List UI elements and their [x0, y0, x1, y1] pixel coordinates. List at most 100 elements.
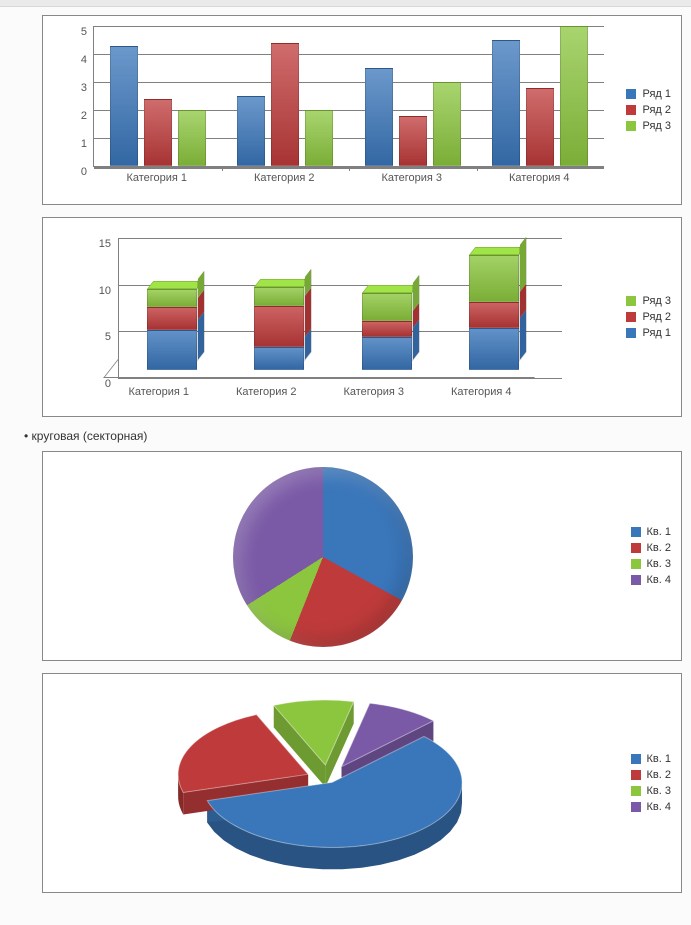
pie3d-svg: [153, 694, 483, 879]
legend-swatch: [626, 105, 636, 115]
legend-label: Кв. 3: [647, 785, 671, 797]
stack-segment: [254, 287, 304, 306]
y-tick-label: 0: [81, 166, 87, 178]
bar: [399, 116, 427, 166]
y-tick-label: 1: [81, 138, 87, 150]
page: 0 1 2 3 4 5 Категория 1 Категория 2 Категория 3…: [0, 0, 691, 925]
bar: [110, 46, 138, 166]
legend-swatch: [631, 575, 641, 585]
stack-segment: [362, 337, 412, 370]
legend-swatch: [631, 527, 641, 537]
legend-label: Кв. 1: [647, 753, 671, 765]
chart1-legend: Ряд 1 Ряд 2 Ряд 3: [626, 84, 671, 136]
bar: [178, 110, 206, 166]
legend-label: Кв. 3: [647, 558, 671, 570]
x-tick-label: Категория 4: [451, 386, 512, 398]
x-tick-label: Категория 2: [254, 172, 315, 184]
legend-item: Кв. 2: [631, 769, 671, 781]
stacked-bar-plot: [118, 238, 548, 378]
y-tick-label: 2: [81, 110, 87, 122]
y-tick-label: 10: [99, 285, 111, 297]
legend-item: Кв. 3: [631, 785, 671, 797]
stack: [147, 289, 197, 370]
legend-label: Ряд 1: [642, 327, 671, 339]
x-axis-labels: Категория 1 Категория 2 Категория 3 Категор…: [93, 172, 603, 192]
legend-item: Ряд 2: [626, 311, 671, 323]
legend-label: Кв. 4: [647, 574, 671, 586]
stack-segment: [254, 347, 304, 370]
pie: [233, 467, 413, 647]
y-tick-label: 5: [105, 331, 111, 343]
legend-swatch: [626, 89, 636, 99]
bar: [492, 40, 520, 166]
legend-swatch: [626, 312, 636, 322]
y-axis-labels-2: 051015: [85, 238, 111, 378]
y-tick-label: 5: [81, 26, 87, 38]
legend-item: Кв. 4: [631, 574, 671, 586]
chart4-legend: Кв. 1 Кв. 2 Кв. 3 Кв. 4: [631, 749, 671, 817]
legend-label: Ряд 2: [642, 104, 671, 116]
y-tick-label: 15: [99, 238, 111, 250]
stack: [254, 287, 304, 370]
legend-swatch: [626, 121, 636, 131]
pie-wrap: [233, 467, 413, 647]
legend-swatch: [631, 559, 641, 569]
bar: [305, 110, 333, 166]
legend-label: Ряд 1: [642, 88, 671, 100]
legend-label: Кв. 2: [647, 542, 671, 554]
back-wall: [118, 238, 119, 378]
legend-item: Ряд 1: [626, 327, 671, 339]
legend-item: Кв. 1: [631, 753, 671, 765]
stack-segment: [254, 306, 304, 347]
stack: [362, 293, 412, 370]
bar: [271, 43, 299, 166]
legend-swatch: [631, 802, 641, 812]
x-tick-label: Категория 4: [509, 172, 570, 184]
x-tick-label: Категория 3: [343, 386, 404, 398]
stack-segment: [469, 255, 519, 302]
grouped-bar-plot: [93, 26, 604, 167]
x-tick-label: Категория 1: [128, 386, 189, 398]
legend-swatch: [631, 786, 641, 796]
legend-item: Кв. 2: [631, 542, 671, 554]
legend-swatch: [631, 770, 641, 780]
legend-swatch: [626, 296, 636, 306]
stack-segment: [362, 293, 412, 321]
x-tick-label: Категория 1: [126, 172, 187, 184]
legend-item: Кв. 1: [631, 526, 671, 538]
y-axis-labels: 012345: [63, 26, 87, 166]
legend-item: Ряд 3: [626, 295, 671, 307]
legend-swatch: [631, 543, 641, 553]
legend-item: Ряд 3: [626, 120, 671, 132]
legend-label: Ряд 2: [642, 311, 671, 323]
legend-label: Кв. 1: [647, 526, 671, 538]
legend-item: Кв. 3: [631, 558, 671, 570]
top-border: [0, 0, 691, 7]
stack-segment: [147, 330, 197, 370]
pie-chart-panel: Кв. 1 Кв. 2 Кв. 3 Кв. 4: [42, 451, 682, 661]
pie3d: [153, 694, 483, 879]
section-bullet-label: круговая (секторная): [32, 429, 148, 443]
stack-segment: [469, 302, 519, 328]
bar: [433, 82, 461, 166]
y-tick-label: 4: [81, 54, 87, 66]
stack: [469, 255, 519, 370]
legend-label: Кв. 4: [647, 801, 671, 813]
legend-label: Ряд 3: [642, 120, 671, 132]
legend-item: Ряд 2: [626, 104, 671, 116]
chart2-legend: Ряд 3 Ряд 2 Ряд 1: [626, 291, 671, 343]
x-tick-label: Категория 3: [381, 172, 442, 184]
legend-swatch: [626, 328, 636, 338]
stack-segment: [469, 328, 519, 370]
legend-label: Кв. 2: [647, 769, 671, 781]
section-bullet-pie: круговая (секторная): [24, 429, 679, 443]
stack-segment: [147, 289, 197, 308]
chart3-legend: Кв. 1 Кв. 2 Кв. 3 Кв. 4: [631, 522, 671, 590]
grouped-bar-chart-panel: 0 1 2 3 4 5 Категория 1 Категория 2 Категория 3…: [42, 15, 682, 205]
legend-item: Ряд 1: [626, 88, 671, 100]
stack-segment: [362, 321, 412, 338]
x-tick-label: Категория 2: [236, 386, 297, 398]
legend-item: Кв. 4: [631, 801, 671, 813]
pie-3d-chart-panel: Кв. 1 Кв. 2 Кв. 3 Кв. 4: [42, 673, 682, 893]
y-tick-label: 3: [81, 82, 87, 94]
